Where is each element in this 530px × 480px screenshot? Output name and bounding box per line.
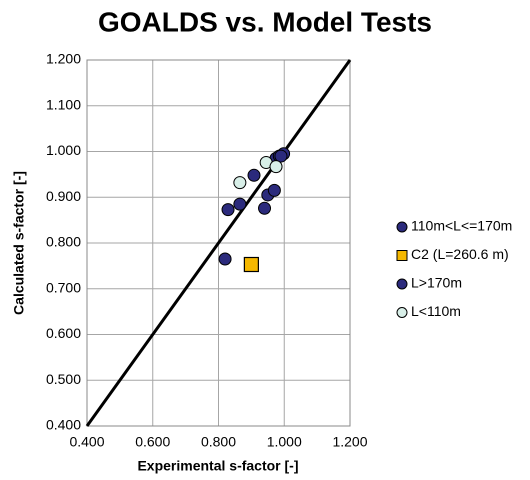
- x-tick-label: 0.400: [69, 434, 104, 450]
- point: [269, 160, 283, 174]
- point: [233, 197, 247, 211]
- x-axis-label: Experimental s-factor [-]: [137, 458, 298, 474]
- point: [274, 149, 288, 163]
- point: [233, 176, 247, 190]
- y-tick-label: 0.800: [46, 234, 81, 250]
- point: [267, 183, 281, 197]
- x-tick-label: 1.200: [332, 434, 367, 450]
- y-tick-label: 1.100: [46, 96, 81, 112]
- legend-label: L>170m: [411, 275, 462, 291]
- point: [243, 256, 259, 273]
- x-tick-label: 0.800: [201, 434, 236, 450]
- reference-line: [85, 59, 352, 427]
- y-tick-label: 1.200: [46, 51, 81, 67]
- point: [221, 203, 235, 217]
- y-tick-label: 0.600: [46, 325, 81, 341]
- point: [258, 201, 272, 215]
- y-tick-label: 0.900: [46, 188, 81, 204]
- point: [218, 252, 232, 266]
- legend-marker: [396, 250, 408, 261]
- y-tick-label: 0.700: [46, 279, 81, 295]
- point: [247, 168, 261, 182]
- x-tick-label: 1.000: [267, 434, 302, 450]
- legend-label: 110m<L<=170m: [411, 218, 512, 234]
- legend-label: C2 (L=260.6 m): [411, 246, 509, 262]
- legend-label: L<110m: [411, 303, 461, 319]
- legend-marker: [396, 307, 408, 318]
- y-tick-label: 0.400: [46, 417, 81, 433]
- plot-border: [86, 59, 351, 427]
- y-tick-label: 1.000: [46, 142, 81, 158]
- chart-title: GOALDS vs. Model Tests: [98, 6, 432, 37]
- legend-marker: [396, 221, 408, 233]
- x-tick-label: 0.600: [135, 434, 170, 450]
- legend-marker: [396, 278, 408, 290]
- y-tick-label: 0.500: [46, 371, 81, 387]
- y-axis-label: Calculated s-factor [-]: [11, 171, 27, 315]
